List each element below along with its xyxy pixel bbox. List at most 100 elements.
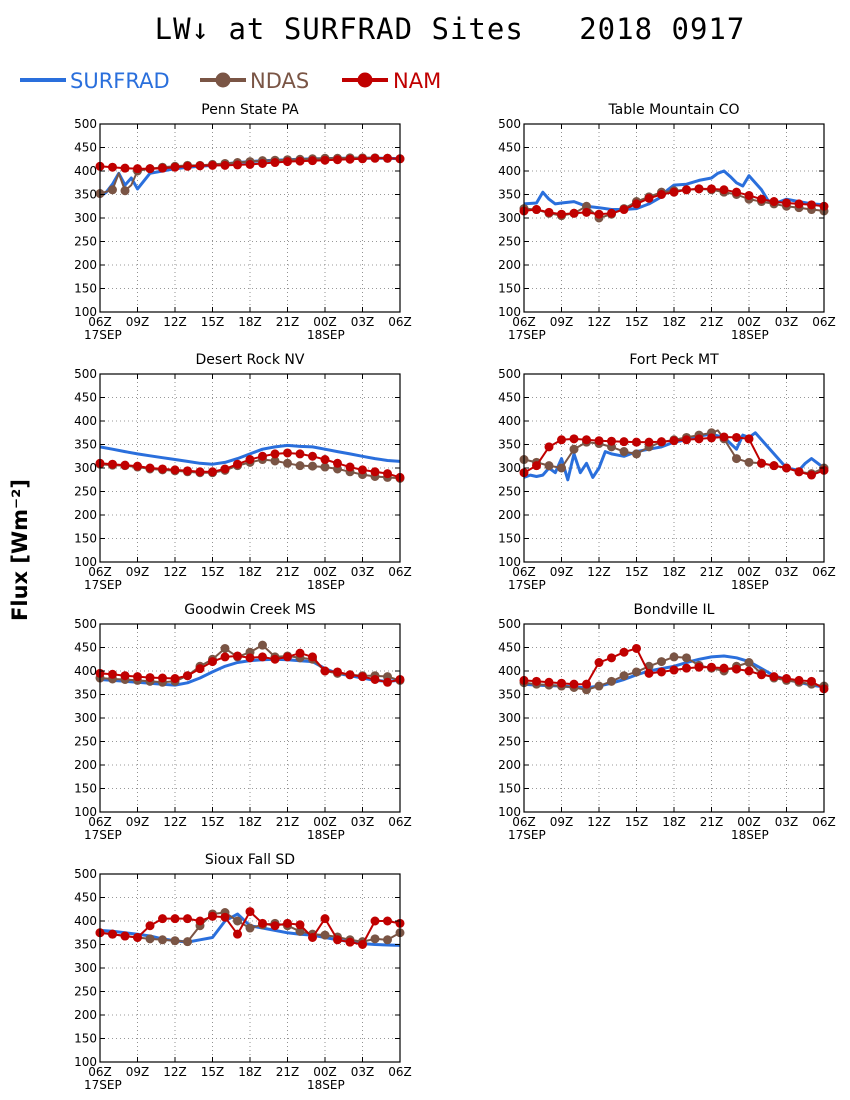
x-tick-label: 18Z: [238, 565, 262, 579]
data-point: [632, 199, 641, 209]
data-point: [719, 663, 729, 673]
data-point: [108, 162, 117, 172]
panel-fort-peck-mt: Fort Peck MT 100 150 200 250 300 350 400 450 500 0…: [498, 352, 836, 592]
data-point: [270, 654, 280, 664]
series-surfrad: [523, 169, 825, 211]
data-point: [133, 932, 142, 942]
data-point: [607, 208, 616, 218]
panel-title: Penn State PA: [201, 102, 299, 118]
series-nam: [95, 648, 405, 687]
data-point: [345, 937, 355, 947]
series-line-surfrad: [99, 443, 401, 466]
data-point: [757, 670, 766, 680]
data-point: [769, 197, 779, 207]
data-point: [544, 461, 554, 471]
series-ndas: [95, 640, 405, 687]
x-tick-label: 06Z: [512, 315, 536, 329]
x-tick-label: 12Z: [163, 565, 187, 579]
x-tick-label: 06Z: [88, 315, 112, 329]
y-tick-label: 250: [74, 735, 97, 749]
x-tick-label: 09Z: [126, 565, 150, 579]
x-tick-label: 21Z: [276, 815, 300, 829]
x-tick-label: 06Z: [388, 1065, 412, 1079]
y-tick-label: 100: [498, 805, 521, 819]
grid: [100, 624, 400, 812]
data-point: [320, 155, 330, 165]
data-point: [532, 461, 541, 471]
data-point: [732, 432, 741, 442]
data-point: [594, 681, 604, 691]
data-point: [145, 164, 155, 174]
data-point: [370, 916, 380, 926]
grid: [100, 874, 400, 1062]
y-tick-label: 500: [74, 367, 97, 381]
data-point: [569, 444, 579, 454]
y-tick-label: 250: [74, 485, 97, 499]
y-tick-label: 500: [74, 117, 97, 131]
data-point: [707, 662, 716, 672]
x-tick-label: 09Z: [126, 1065, 150, 1079]
series-line-surfrad: [523, 169, 825, 211]
data-point: [283, 458, 292, 468]
y-tick-label: 150: [498, 532, 521, 546]
grid: [100, 124, 400, 312]
data-point: [108, 185, 117, 195]
x-tick-label: 18Z: [662, 315, 686, 329]
data-point: [544, 442, 554, 452]
data-point: [295, 461, 305, 471]
x-tick-label: 12Z: [587, 815, 611, 829]
y-tick-label: 100: [74, 555, 97, 569]
data-point: [158, 464, 167, 474]
data-point: [333, 155, 342, 165]
x-tick-label: 15Z: [201, 815, 225, 829]
data-point: [245, 653, 255, 663]
data-point: [632, 667, 641, 677]
page-title: LW↓ at SURFRAD Sites 2018 0917: [0, 12, 850, 46]
panel-sioux-fall-sd: Sioux Fall SD 100 150 200 250 300 350 400 450 500…: [74, 852, 412, 1092]
data-point: [333, 458, 342, 468]
data-point: [544, 677, 554, 687]
data-point: [320, 666, 330, 676]
data-point: [158, 163, 167, 173]
y-tick-label: 150: [74, 532, 97, 546]
y-tick-label: 300: [74, 461, 97, 475]
y-tick-label: 350: [74, 688, 97, 702]
x-tick-label: 00Z: [313, 1065, 337, 1079]
data-point: [333, 935, 342, 945]
data-point: [345, 462, 355, 472]
y-tick-label: 100: [74, 305, 97, 319]
data-point: [644, 668, 654, 678]
panel-title: Sioux Fall SD: [205, 852, 295, 868]
series-nam: [95, 907, 405, 949]
x-tick-label: 18Z: [238, 815, 262, 829]
data-point: [120, 163, 130, 173]
data-point: [358, 672, 367, 682]
data-point: [233, 160, 242, 170]
data-point: [619, 647, 629, 657]
legend-label-surfrad: SURFRAD: [70, 69, 170, 93]
data-point: [170, 162, 180, 172]
data-point: [569, 679, 579, 689]
data-point: [170, 465, 180, 475]
x-tick-label: 15Z: [625, 315, 649, 329]
y-tick-label: 400: [74, 164, 97, 178]
data-point: [569, 434, 579, 444]
y-tick-label: 350: [498, 438, 521, 452]
y-tick-label: 200: [74, 258, 97, 272]
y-tick-label: 450: [498, 391, 521, 405]
x-date-label: 17SEP: [508, 328, 546, 342]
data-point: [208, 911, 217, 921]
data-point: [170, 914, 180, 924]
data-point: [619, 671, 629, 681]
data-point: [233, 459, 242, 469]
data-point: [295, 920, 305, 930]
series-nam: [519, 184, 829, 219]
y-tick-label: 100: [498, 555, 521, 569]
grid: [100, 374, 400, 562]
y-tick-label: 350: [498, 688, 521, 702]
x-tick-label: 03Z: [775, 315, 799, 329]
data-point: [233, 929, 242, 939]
data-point: [744, 457, 754, 467]
y-tick-label: 500: [74, 617, 97, 631]
data-point: [544, 207, 554, 217]
